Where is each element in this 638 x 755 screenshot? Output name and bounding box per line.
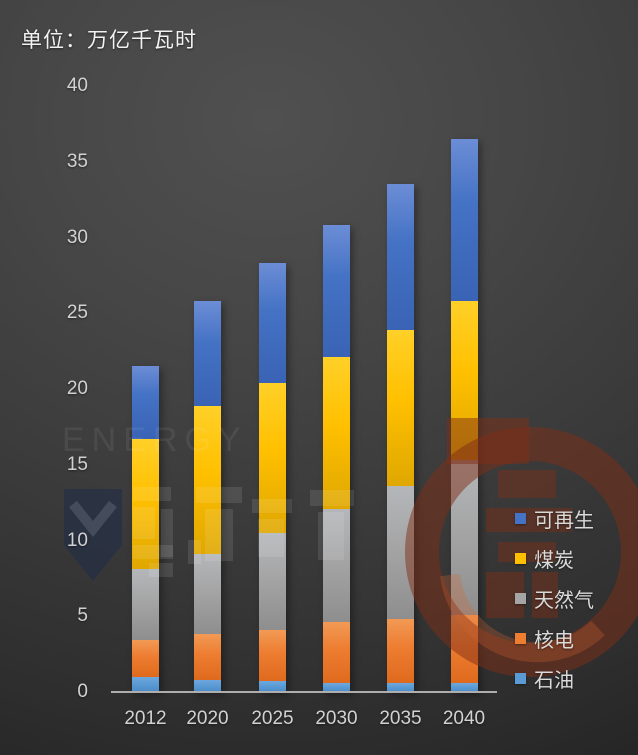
legend-label-天然气: 天然气 [534,589,594,612]
bar-segment-核电-2012 [132,640,159,677]
bar-segment-煤炭-2030 [323,357,350,509]
legend-swatch-煤炭 [515,552,526,564]
bar-segment-核电-2040 [450,614,478,683]
bar-segment-煤炭-2025 [259,382,286,533]
bar-segment-天然气-2040 [450,460,478,615]
bar-segment-煤炭-2020 [194,405,221,555]
legend-item-核电: 核电 [515,618,635,658]
bar-2035 [387,184,414,692]
bar-segment-核电-2035 [387,619,414,683]
bar-segment-石油-2040 [450,682,478,692]
bar-2012 [132,366,159,692]
y-axis-tick-10: 10 [66,529,88,551]
legend-swatch-天然气 [515,592,526,604]
bar-segment-石油-2025 [259,681,286,692]
legend: 可再生煤炭天然气核电石油 [515,498,635,698]
legend-item-天然气: 天然气 [515,578,635,618]
y-axis-tick-0: 0 [77,681,88,702]
bar-segment-天然气-2035 [387,485,414,620]
x-axis-label-2025: 2025 [251,708,294,729]
legend-item-石油: 石油 [515,658,635,698]
x-axis-label-2035: 2035 [379,708,422,729]
legend-label-石油: 石油 [534,669,574,692]
bar-segment-天然气-2012 [132,569,159,641]
bar-segment-核电-2030 [323,622,350,683]
x-axis-label-2040: 2040 [442,708,486,729]
x-axis-label-2012: 2012 [124,708,167,729]
bar-segment-煤炭-2040 [450,301,478,461]
bar-segment-石油-2020 [194,679,221,692]
legend-swatch-可再生 [515,512,526,524]
legend-label-可再生: 可再生 [534,509,594,532]
chart-unit-title: 单位：万亿千瓦时 [21,29,197,52]
bar-segment-可再生-2020 [194,301,221,406]
bar-segment-煤炭-2012 [132,438,159,570]
x-axis-label-2030: 2030 [315,708,358,729]
x-axis-line [111,691,497,693]
x-axis-label-2020: 2020 [186,708,229,729]
bar-segment-核电-2020 [194,634,221,680]
y-axis-tick-20: 20 [66,378,88,399]
watermark-block-glyphs [133,487,354,577]
y-axis-tick-35: 35 [66,150,88,172]
bar-segment-石油-2030 [323,682,350,692]
y-axis-tick-15: 15 [66,453,88,475]
bar-2040 [450,139,478,692]
bar-segment-石油-2012 [132,676,159,692]
bar-segment-石油-2035 [387,682,414,692]
legend-label-核电: 核电 [534,629,574,652]
legend-label-煤炭: 煤炭 [534,549,574,572]
y-axis-tick-40: 40 [66,75,88,96]
bar-segment-可再生-2025 [259,263,286,383]
bar-2030 [323,225,350,692]
bar-segment-可再生-2040 [450,139,478,302]
bar-2020 [194,301,221,692]
legend-item-可再生: 可再生 [515,498,635,538]
bar-segment-可再生-2012 [132,366,159,439]
bar-segment-天然气-2025 [259,532,286,630]
bar-segment-核电-2025 [259,629,286,682]
y-axis-tick-25: 25 [66,302,88,324]
bar-segment-天然气-2020 [194,554,221,635]
legend-item-煤炭: 煤炭 [515,538,635,578]
bar-segment-天然气-2030 [323,508,350,623]
bar-segment-可再生-2035 [387,184,414,330]
bar-segment-可再生-2030 [323,225,350,358]
legend-swatch-石油 [515,672,526,684]
y-axis-tick-5: 5 [77,605,88,627]
bar-segment-煤炭-2035 [387,329,414,486]
bar-2025 [259,263,286,692]
legend-swatch-核电 [515,632,526,644]
y-axis-tick-30: 30 [66,226,88,248]
